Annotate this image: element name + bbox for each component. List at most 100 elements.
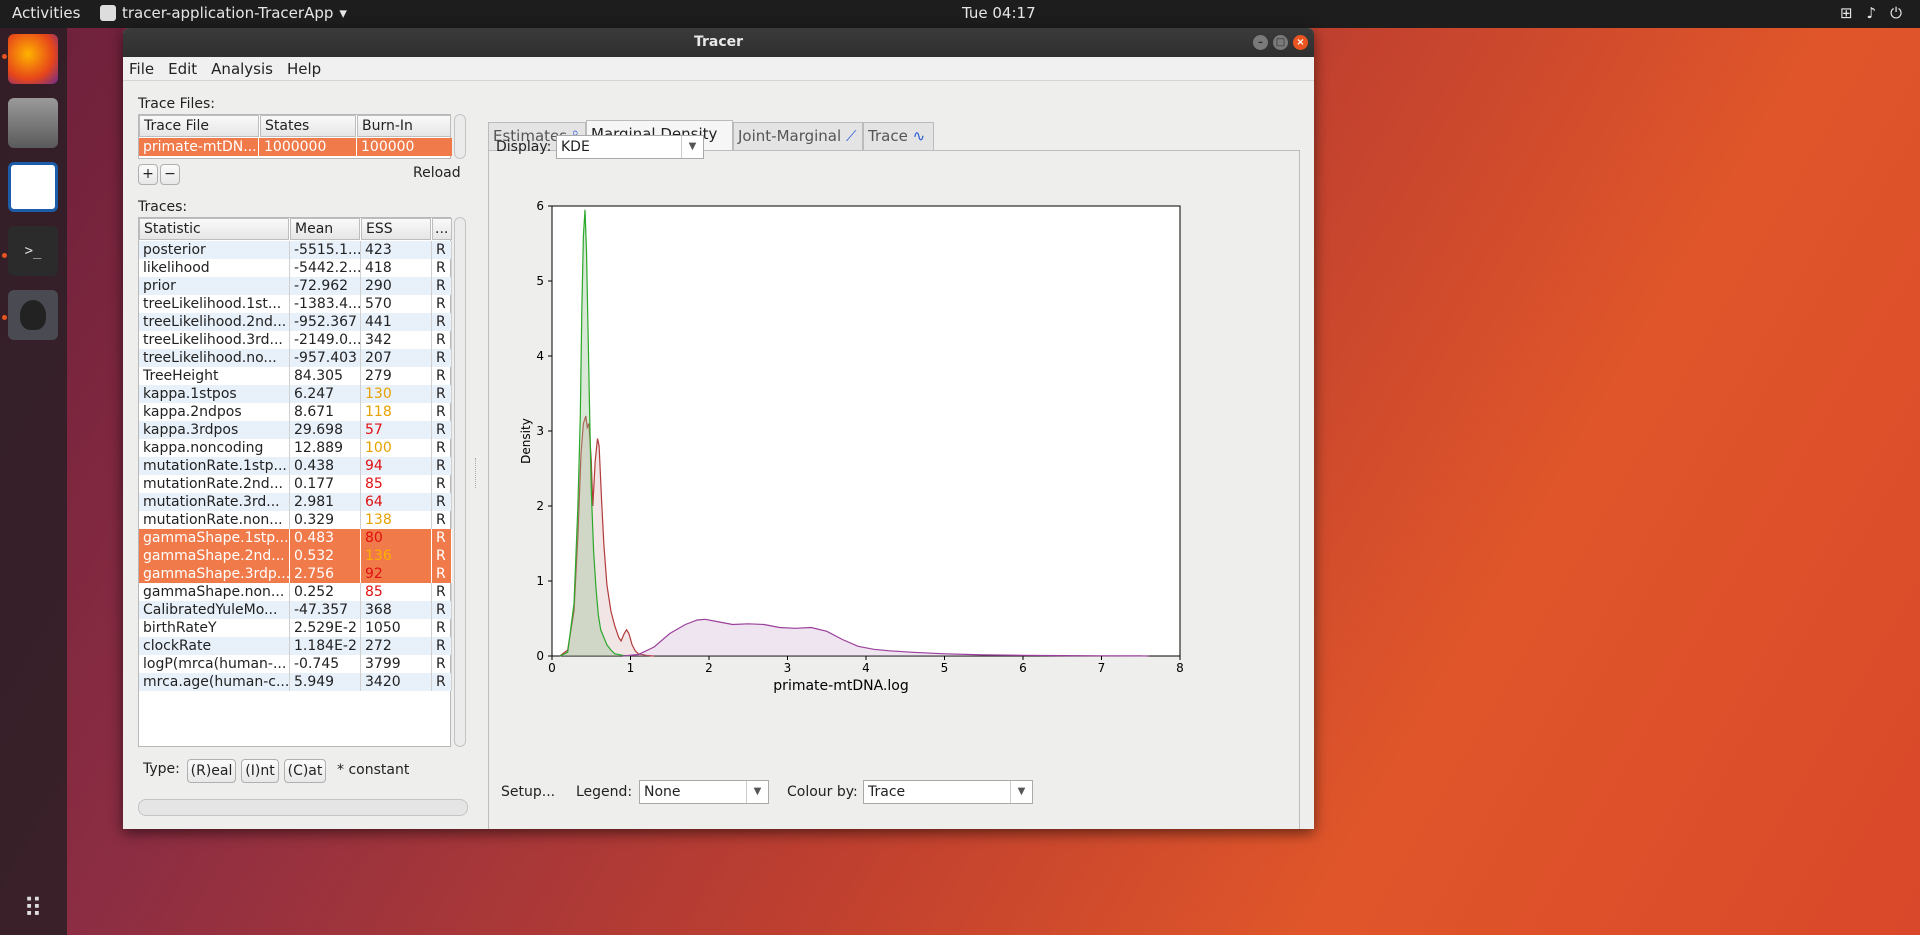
col-burn-in[interactable]: Burn-In bbox=[357, 115, 451, 137]
cell-ess: 136 bbox=[361, 547, 432, 565]
cell-ess: 94 bbox=[361, 457, 432, 475]
cell-mean: -5515.1... bbox=[290, 241, 361, 259]
trace-row[interactable]: clockRate 1.184E-2 272 R bbox=[139, 637, 452, 655]
cell-statistic: mutationRate.non... bbox=[139, 511, 290, 529]
density-chart: 0 1 2 3 4 5 6 7 8 0 1 2 3 4 5 6 primate-mtDNA.log Density bbox=[519, 199, 1184, 694]
trace-row[interactable]: TreeHeight 84.305 279 R bbox=[139, 367, 452, 385]
trace-files-table: Trace File States Burn-In primate-mtDN..… bbox=[138, 114, 452, 159]
menu-analysis[interactable]: Analysis bbox=[211, 59, 273, 78]
chevron-down-icon: ▼ bbox=[681, 136, 703, 158]
trace-row[interactable]: mutationRate.1stp... 0.438 94 R bbox=[139, 457, 452, 475]
cell-ess: 441 bbox=[361, 313, 432, 331]
type-cat-button[interactable]: (C)at bbox=[284, 759, 326, 783]
files-icon[interactable] bbox=[8, 98, 58, 148]
terminal-icon[interactable]: >_ bbox=[8, 226, 58, 276]
trace-row[interactable]: mutationRate.3rd... 2.981 64 R bbox=[139, 493, 452, 511]
cell-statistic: mutationRate.3rd... bbox=[139, 493, 290, 511]
trace-files-label: Trace Files: bbox=[138, 96, 216, 112]
cell-ess: 80 bbox=[361, 529, 432, 547]
cell-ess: 290 bbox=[361, 277, 432, 295]
network-icon[interactable]: ⊞ bbox=[1839, 4, 1853, 22]
trace-row[interactable]: gammaShape.1stp... 0.483 80 R bbox=[139, 529, 452, 547]
activities-button[interactable]: Activities bbox=[12, 4, 81, 22]
trace-row[interactable]: treeLikelihood.2nd... -952.367 441 R bbox=[139, 313, 452, 331]
power-icon[interactable]: ⏻ bbox=[1890, 4, 1902, 22]
cell-ess: 92 bbox=[361, 565, 432, 583]
trace-files-scrollbar[interactable] bbox=[454, 114, 466, 159]
add-file-button[interactable]: + bbox=[138, 164, 158, 185]
cell-type: R bbox=[432, 403, 452, 421]
cell-type: R bbox=[432, 529, 452, 547]
trace-row[interactable]: mutationRate.non... 0.329 138 R bbox=[139, 511, 452, 529]
col-mean[interactable]: Mean bbox=[290, 218, 360, 240]
trace-row[interactable]: treeLikelihood.1st... -1383.4... 570 R bbox=[139, 295, 452, 313]
cell-ess: 3420 bbox=[361, 673, 432, 691]
trace-row[interactable]: prior -72.962 290 R bbox=[139, 277, 452, 295]
col-states[interactable]: States bbox=[260, 115, 356, 137]
setup-button[interactable]: Setup... bbox=[501, 784, 556, 800]
series-line-1 bbox=[559, 209, 631, 657]
writer-icon[interactable] bbox=[8, 162, 58, 212]
tab-trace[interactable]: Trace ∿ bbox=[863, 122, 934, 150]
trace-row[interactable]: CalibratedYuleMo... -47.357 368 R bbox=[139, 601, 452, 619]
cell-statistic: gammaShape.1stp... bbox=[139, 529, 290, 547]
trace-row[interactable]: posterior -5515.1... 423 R bbox=[139, 241, 452, 259]
col-statistic[interactable]: Statistic bbox=[139, 218, 289, 240]
trace-row[interactable]: kappa.3rdpos 29.698 57 R bbox=[139, 421, 452, 439]
app-menu[interactable]: tracer-application-TracerApp ▾ bbox=[100, 4, 347, 22]
clock[interactable]: Tue 04:17 bbox=[962, 4, 1036, 22]
remove-file-button[interactable]: − bbox=[160, 164, 180, 185]
display-select[interactable]: KDE ▼ bbox=[556, 135, 704, 159]
legend-select[interactable]: None ▼ bbox=[639, 780, 769, 804]
cell-mean: 8.671 bbox=[290, 403, 361, 421]
trace-row[interactable]: treeLikelihood.3rd... -2149.0... 342 R bbox=[139, 331, 452, 349]
trace-row[interactable]: kappa.noncoding 12.889 100 R bbox=[139, 439, 452, 457]
type-real-button[interactable]: (R)eal bbox=[187, 759, 236, 783]
close-icon[interactable]: × bbox=[1293, 35, 1308, 50]
java-app-icon[interactable] bbox=[8, 290, 58, 340]
maximize-icon[interactable]: □ bbox=[1273, 35, 1288, 50]
minimize-icon[interactable]: – bbox=[1253, 35, 1268, 50]
cell-type: R bbox=[432, 241, 452, 259]
menu-help[interactable]: Help bbox=[286, 59, 322, 78]
col-type[interactable]: ... bbox=[432, 218, 452, 240]
menu-edit[interactable]: Edit bbox=[168, 59, 198, 78]
colour-by-select[interactable]: Trace ▼ bbox=[863, 780, 1033, 804]
window-titlebar[interactable]: Tracer – □ × bbox=[123, 28, 1314, 57]
trace-row[interactable]: kappa.2ndpos 8.671 118 R bbox=[139, 403, 452, 421]
horizontal-scrollbar[interactable] bbox=[138, 799, 468, 816]
trace-row[interactable]: mutationRate.2nd... 0.177 85 R bbox=[139, 475, 452, 493]
trace-row[interactable]: likelihood -5442.2... 418 R bbox=[139, 259, 452, 277]
trace-row[interactable]: treeLikelihood.no... -957.403 207 R bbox=[139, 349, 452, 367]
reload-button[interactable]: Reload bbox=[413, 165, 461, 181]
trace-row[interactable]: birthRateY 2.529E-2 1050 R bbox=[139, 619, 452, 637]
show-apps-icon[interactable]: ⠿ bbox=[23, 894, 43, 924]
trace-row[interactable]: gammaShape.3rdp... 2.756 92 R bbox=[139, 565, 452, 583]
trace-row[interactable]: kappa.1stpos 6.247 130 R bbox=[139, 385, 452, 403]
cell-mean: -952.367 bbox=[290, 313, 361, 331]
firefox-icon[interactable] bbox=[8, 34, 58, 84]
cell-mean: 0.483 bbox=[290, 529, 361, 547]
col-ess[interactable]: ESS bbox=[361, 218, 431, 240]
x-tick-label: 3 bbox=[784, 661, 792, 675]
system-tray[interactable]: ⊞ ♪ ⏻ bbox=[1840, 4, 1902, 22]
trace-file-row[interactable]: primate-mtDN... 1000000 100000 bbox=[139, 138, 452, 156]
splitter-handle[interactable] bbox=[475, 458, 478, 488]
traces-scrollbar[interactable] bbox=[454, 217, 466, 747]
cell-type: R bbox=[432, 619, 452, 637]
cell-mean: 5.949 bbox=[290, 673, 361, 691]
display-label: Display: bbox=[496, 139, 552, 155]
trace-row[interactable]: gammaShape.2nd... 0.532 136 R bbox=[139, 547, 452, 565]
trace-row[interactable]: mrca.age(human-c... 5.949 3420 R bbox=[139, 673, 452, 691]
col-trace-file[interactable]: Trace File bbox=[139, 115, 259, 137]
trace-row[interactable]: gammaShape.non... 0.252 85 R bbox=[139, 583, 452, 601]
volume-icon[interactable]: ♪ bbox=[1866, 4, 1877, 22]
tab-estimates-label: Estimates bbox=[493, 127, 568, 145]
series-line-0 bbox=[559, 415, 655, 657]
cell-ess: 64 bbox=[361, 493, 432, 511]
trace-row[interactable]: logP(mrca(human-... -0.745 3799 R bbox=[139, 655, 452, 673]
menu-file[interactable]: File bbox=[129, 59, 155, 78]
x-tick-label: 0 bbox=[548, 661, 556, 675]
type-int-button[interactable]: (I)nt bbox=[241, 759, 279, 783]
tab-joint-marginal[interactable]: Joint-Marginal ⟋ bbox=[733, 122, 863, 150]
